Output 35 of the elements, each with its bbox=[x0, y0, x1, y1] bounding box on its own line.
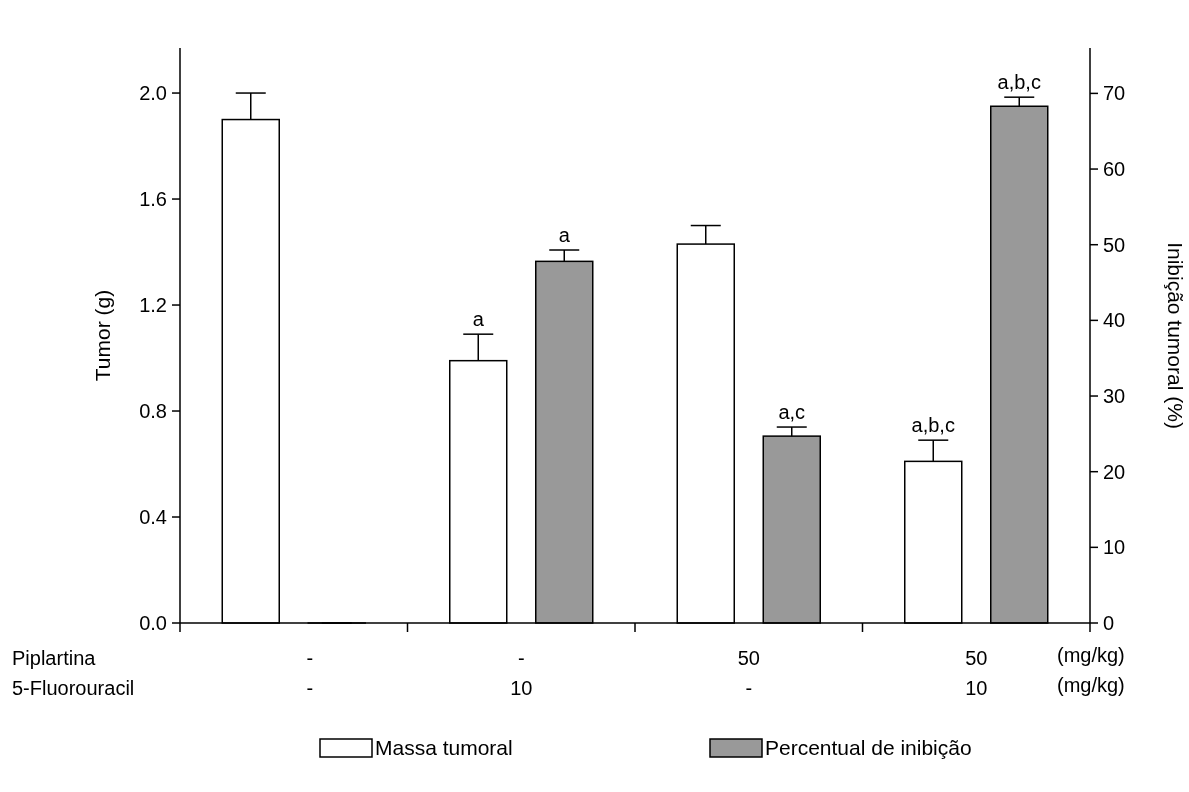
text: (mg/kg) bbox=[1057, 644, 1125, 666]
y-tick-label: 1.2 bbox=[139, 294, 167, 317]
data-label: a,b,c bbox=[997, 71, 1041, 94]
text: 10 bbox=[965, 677, 988, 699]
text: - bbox=[517, 647, 525, 669]
text: 50 bbox=[737, 647, 760, 669]
data-label: a bbox=[472, 308, 485, 331]
text: Piplartina bbox=[12, 647, 97, 669]
y2-tick-label: 20 bbox=[1103, 460, 1126, 483]
y-tick-label: 0.4 bbox=[139, 506, 167, 529]
y2-axis-title: Inibição tumoral (%) bbox=[1164, 242, 1187, 429]
legend-label: Percentual de inibição bbox=[765, 736, 972, 760]
y2-tick-label: 30 bbox=[1103, 385, 1126, 408]
y2-tick-label: 50 bbox=[1103, 233, 1126, 256]
y2-tick-label: 10 bbox=[1103, 536, 1126, 559]
text: - bbox=[306, 647, 314, 669]
text: (mg/kg) bbox=[1057, 674, 1125, 696]
y2-tick-label: 0 bbox=[1103, 612, 1115, 634]
y2-tick-label: 60 bbox=[1103, 158, 1126, 181]
data-label: a,b,c bbox=[911, 414, 955, 437]
data-label: a,c bbox=[778, 401, 806, 424]
text: 50 bbox=[965, 647, 988, 669]
data-label: a bbox=[558, 224, 571, 247]
text: - bbox=[745, 677, 753, 699]
text: - bbox=[306, 677, 314, 699]
y2-tick-label: 70 bbox=[1103, 82, 1126, 105]
y-tick-label: 1.6 bbox=[139, 188, 167, 211]
text: 10 bbox=[510, 677, 533, 699]
y-tick-label: 2.0 bbox=[139, 82, 167, 105]
y-axis-title: Tumor (g) bbox=[91, 289, 114, 382]
y2-tick-label: 40 bbox=[1103, 309, 1126, 332]
text: 5-Fluorouracil bbox=[12, 677, 135, 699]
y-tick-label: 0.0 bbox=[139, 612, 167, 634]
y-tick-label: 0.8 bbox=[139, 400, 167, 423]
legend-label: Massa tumoral bbox=[375, 736, 513, 760]
